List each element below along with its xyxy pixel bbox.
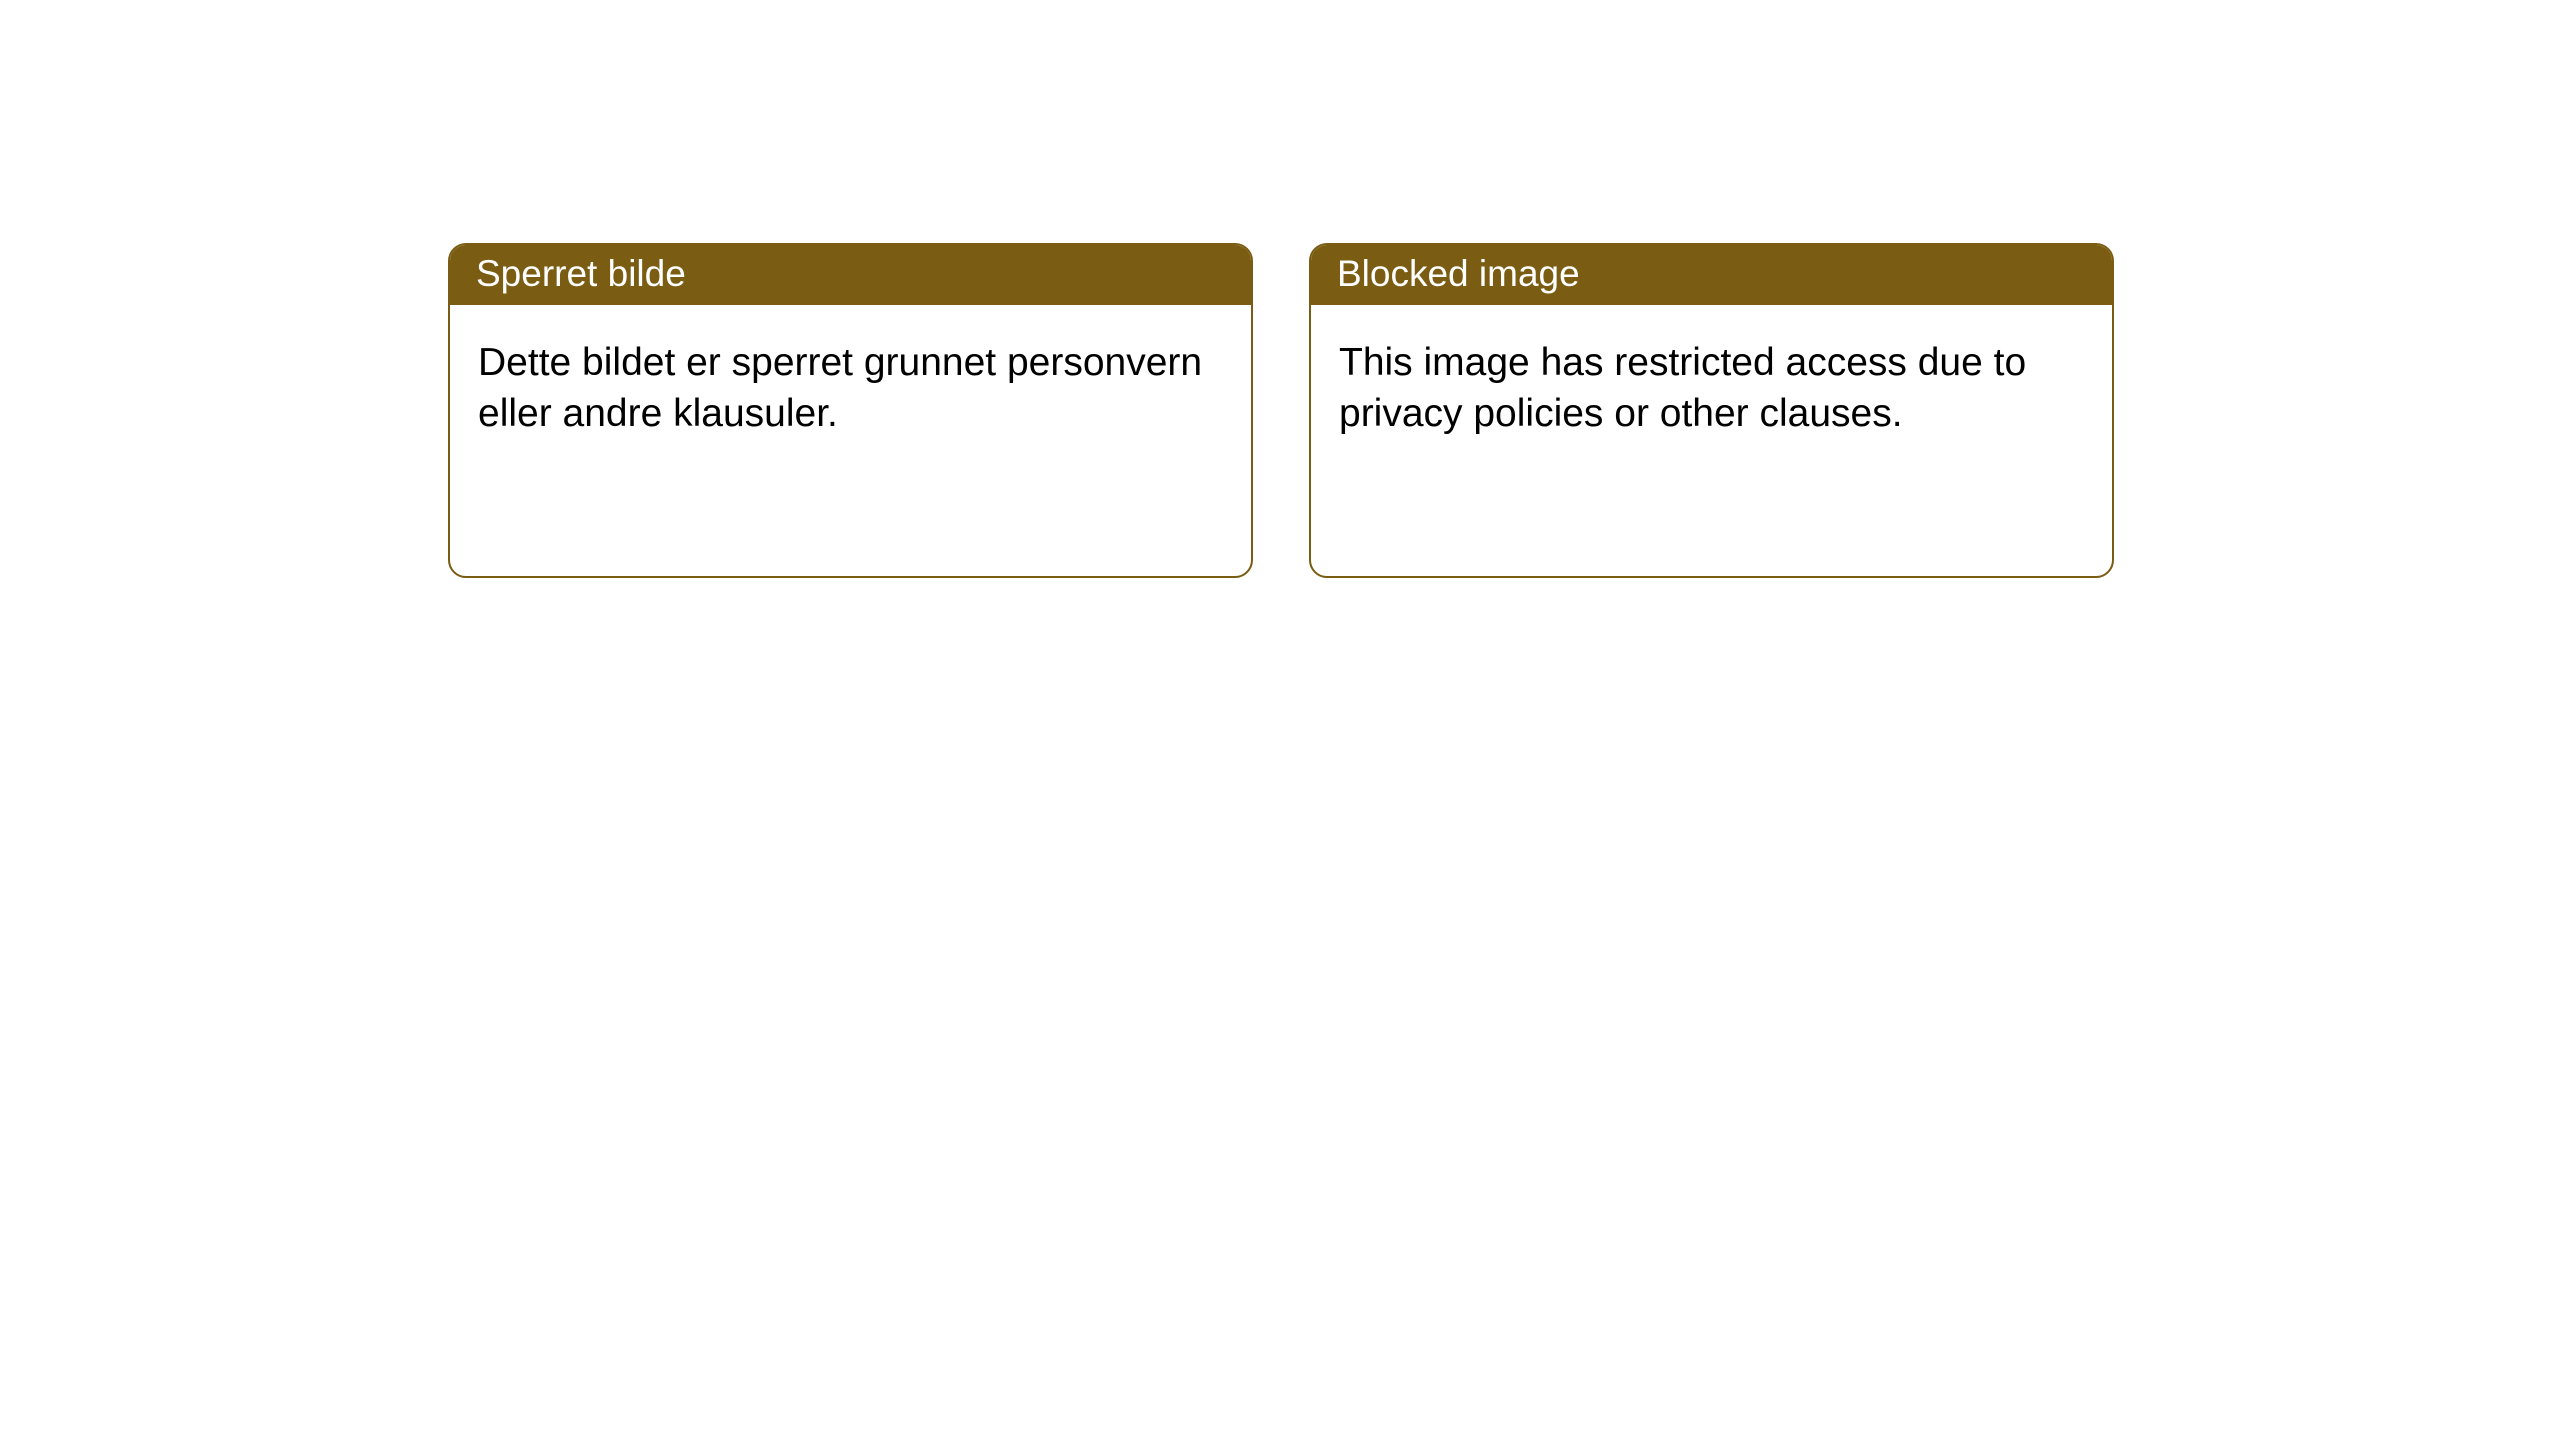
notice-container: Sperret bilde Dette bildet er sperret gr…: [0, 0, 2560, 578]
notice-header: Sperret bilde: [450, 245, 1251, 305]
notice-title: Sperret bilde: [476, 253, 686, 294]
notice-box-norwegian: Sperret bilde Dette bildet er sperret gr…: [448, 243, 1253, 578]
notice-box-english: Blocked image This image has restricted …: [1309, 243, 2114, 578]
notice-title: Blocked image: [1337, 253, 1580, 294]
notice-body: Dette bildet er sperret grunnet personve…: [450, 305, 1251, 472]
notice-header: Blocked image: [1311, 245, 2112, 305]
notice-body: This image has restricted access due to …: [1311, 305, 2112, 472]
notice-text: This image has restricted access due to …: [1339, 341, 2026, 435]
notice-text: Dette bildet er sperret grunnet personve…: [478, 341, 1202, 435]
